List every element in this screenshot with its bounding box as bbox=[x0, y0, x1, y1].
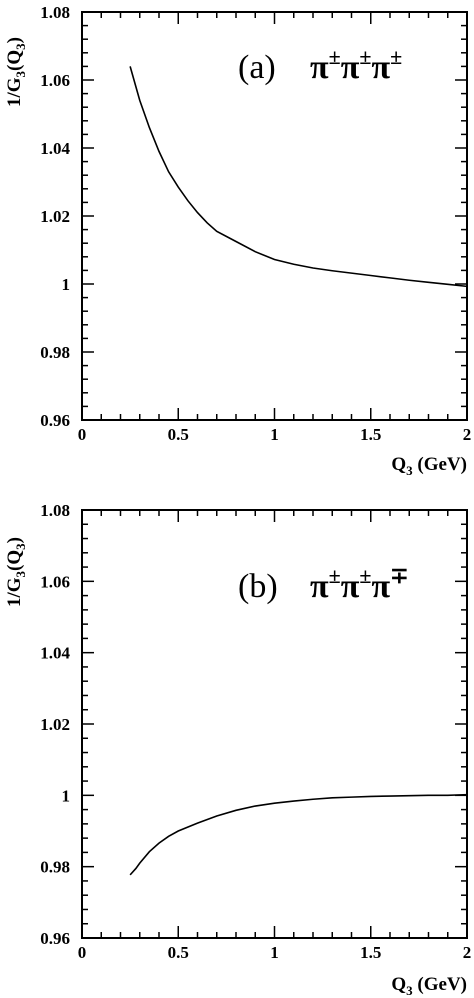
y-axis-title: 1/G3(Q3) bbox=[4, 37, 28, 107]
y-tick-label: 1.04 bbox=[40, 139, 70, 158]
x-tick-label: 2 bbox=[463, 943, 472, 962]
process-label: π±π±π± bbox=[310, 44, 402, 86]
y-axis-title: 1/G3(Q3) bbox=[4, 537, 28, 607]
panel-label: (b) bbox=[238, 568, 278, 605]
y-tick-label: 1 bbox=[62, 786, 71, 805]
y-tick-label: 1.04 bbox=[40, 644, 70, 663]
panel-b: 0 0.5 1 1.5 2 0.96 0.98 1 1.02 1.04 1.06 1.08 Q3 (Ge… bbox=[4, 501, 471, 998]
x-tick-label: 1.5 bbox=[360, 943, 381, 962]
x-tick-label: 1 bbox=[270, 943, 279, 962]
x-tick-label: 0 bbox=[78, 943, 87, 962]
x-tick-label: 0.5 bbox=[168, 943, 189, 962]
y-tick-label: 0.98 bbox=[40, 858, 70, 877]
x-tick-label: 1.5 bbox=[360, 425, 381, 444]
series-line bbox=[129, 66, 468, 288]
panel-label: (a) bbox=[238, 49, 276, 86]
x-axis-title: Q3 (GeV) bbox=[391, 454, 467, 478]
y-tick-label: 1.02 bbox=[40, 715, 70, 734]
x-tick-label: 2 bbox=[463, 425, 472, 444]
y-tick-label: 1.08 bbox=[40, 3, 70, 22]
x-axis-title: Q3 (GeV) bbox=[391, 974, 467, 998]
x-tick-label: 0.5 bbox=[168, 425, 189, 444]
process-label: π±π±π∓ bbox=[310, 563, 409, 605]
x-tick-label: 1 bbox=[270, 425, 279, 444]
panel-a: 0 0.5 1 1.5 2 0.96 0.98 1 1.02 1.04 1.06 1.08 Q3 (Ge… bbox=[4, 3, 471, 478]
y-tick-label: 0.96 bbox=[40, 411, 70, 430]
y-tick-label: 1.06 bbox=[40, 71, 70, 90]
y-tick-label: 1.06 bbox=[40, 572, 70, 591]
y-tick-label: 1.02 bbox=[40, 207, 70, 226]
y-tick-label: 1.08 bbox=[40, 501, 70, 520]
x-tick-label: 0 bbox=[78, 425, 87, 444]
series-line bbox=[129, 793, 468, 876]
y-tick-label: 1 bbox=[62, 275, 71, 294]
y-tick-label: 0.98 bbox=[40, 343, 70, 362]
y-tick-label: 0.96 bbox=[40, 929, 70, 948]
